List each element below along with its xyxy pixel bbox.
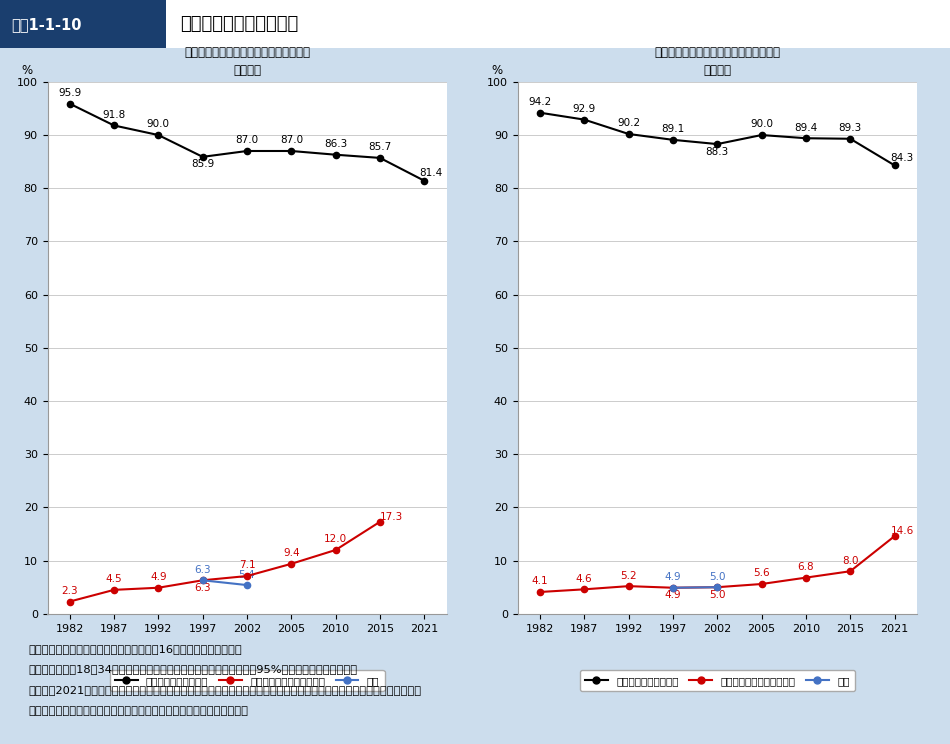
Legend: いずれ結婚するつもり, 一生結婚するつもりはない, 不詳: いずれ結婚するつもり, 一生結婚するつもりはない, 不詳 (109, 670, 385, 691)
Title: 調査別にみた、未婚者の生涯の結婚意思
（男性）: 調査別にみた、未婚者の生涯の結婚意思 （男性） (184, 45, 310, 77)
Text: 87.0: 87.0 (236, 135, 258, 145)
Text: 4.9: 4.9 (665, 590, 681, 600)
Text: 88.3: 88.3 (706, 147, 729, 156)
Text: 84.3: 84.3 (890, 153, 913, 163)
Title: 調査別にみた、未婚者の生涯の結婚意思
（女性）: 調査別にみた、未婚者の生涯の結婚意思 （女性） (655, 45, 780, 77)
Text: 2.3: 2.3 (62, 586, 78, 596)
Text: 89.4: 89.4 (794, 123, 818, 132)
Text: 未婚者の生涯の結婚意思: 未婚者の生涯の結婚意思 (180, 15, 298, 33)
Text: 7.1: 7.1 (238, 560, 256, 571)
Text: 4.9: 4.9 (150, 572, 166, 582)
Text: 9.4: 9.4 (283, 548, 299, 558)
Text: 5.0: 5.0 (709, 590, 726, 600)
Text: 6.3: 6.3 (195, 565, 211, 574)
Text: 87.0: 87.0 (279, 135, 303, 145)
Bar (166, 0, 950, 48)
Text: 8.0: 8.0 (842, 556, 859, 565)
Text: （注）　対象は18～34歳の未婚者。図中のマーカー上のエラーバーは95%信頼区間を示している。: （注） 対象は18～34歳の未婚者。図中のマーカー上のエラーバーは95%信頼区間… (28, 664, 357, 674)
Text: 5.4: 5.4 (238, 569, 256, 580)
Text: 5.2: 5.2 (620, 571, 636, 580)
Text: %: % (492, 63, 503, 77)
Text: 94.2: 94.2 (528, 97, 552, 107)
Text: 4.5: 4.5 (105, 574, 123, 584)
Text: 81.4: 81.4 (420, 168, 443, 178)
Text: 5.0: 5.0 (709, 571, 726, 582)
Bar (0, 0, 166, 48)
Text: 4.1: 4.1 (532, 577, 548, 586)
Text: 6.8: 6.8 (798, 562, 814, 572)
Text: 89.1: 89.1 (661, 124, 685, 134)
Text: 90.0: 90.0 (750, 120, 773, 129)
Text: 4.6: 4.6 (576, 574, 593, 584)
Text: （注）　2021年調査では、性別や年齢、生活スタイルの違いを問わず減少がみられたことから、調査を行った時期の特殊な: （注） 2021年調査では、性別や年齢、生活スタイルの違いを問わず減少がみられた… (28, 685, 422, 695)
Text: 89.3: 89.3 (839, 124, 862, 133)
Text: 90.2: 90.2 (617, 118, 640, 129)
Text: 92.9: 92.9 (573, 104, 596, 114)
Text: 4.9: 4.9 (665, 572, 681, 582)
Text: 資料：国立社会保障・人口問題研究所「第16回出生動向基本調査」: 資料：国立社会保障・人口問題研究所「第16回出生動向基本調査」 (28, 644, 242, 653)
Text: 5.6: 5.6 (753, 568, 770, 578)
Text: 6.3: 6.3 (195, 583, 211, 593)
Text: 17.3: 17.3 (379, 512, 403, 522)
Text: 85.7: 85.7 (369, 142, 391, 153)
Text: 95.9: 95.9 (58, 88, 82, 98)
Legend: いずれ結婚するつもり, 一生結婚するつもりはない, 不詳: いずれ結婚するつもり, 一生結婚するつもりはない, 不詳 (580, 670, 855, 691)
Text: 91.8: 91.8 (103, 110, 125, 120)
Text: 図表1-1-10: 図表1-1-10 (11, 16, 82, 32)
Text: 14.6: 14.6 (891, 526, 915, 536)
Text: 社会状況が、幅広い世代の意識に影響した可能性も示唠される。: 社会状況が、幅広い世代の意識に影響した可能性も示唠される。 (28, 706, 249, 716)
Text: 86.3: 86.3 (324, 139, 348, 149)
Text: 12.0: 12.0 (324, 534, 348, 545)
Text: 85.9: 85.9 (191, 159, 215, 170)
Text: 90.0: 90.0 (147, 120, 170, 129)
Text: %: % (22, 63, 32, 77)
